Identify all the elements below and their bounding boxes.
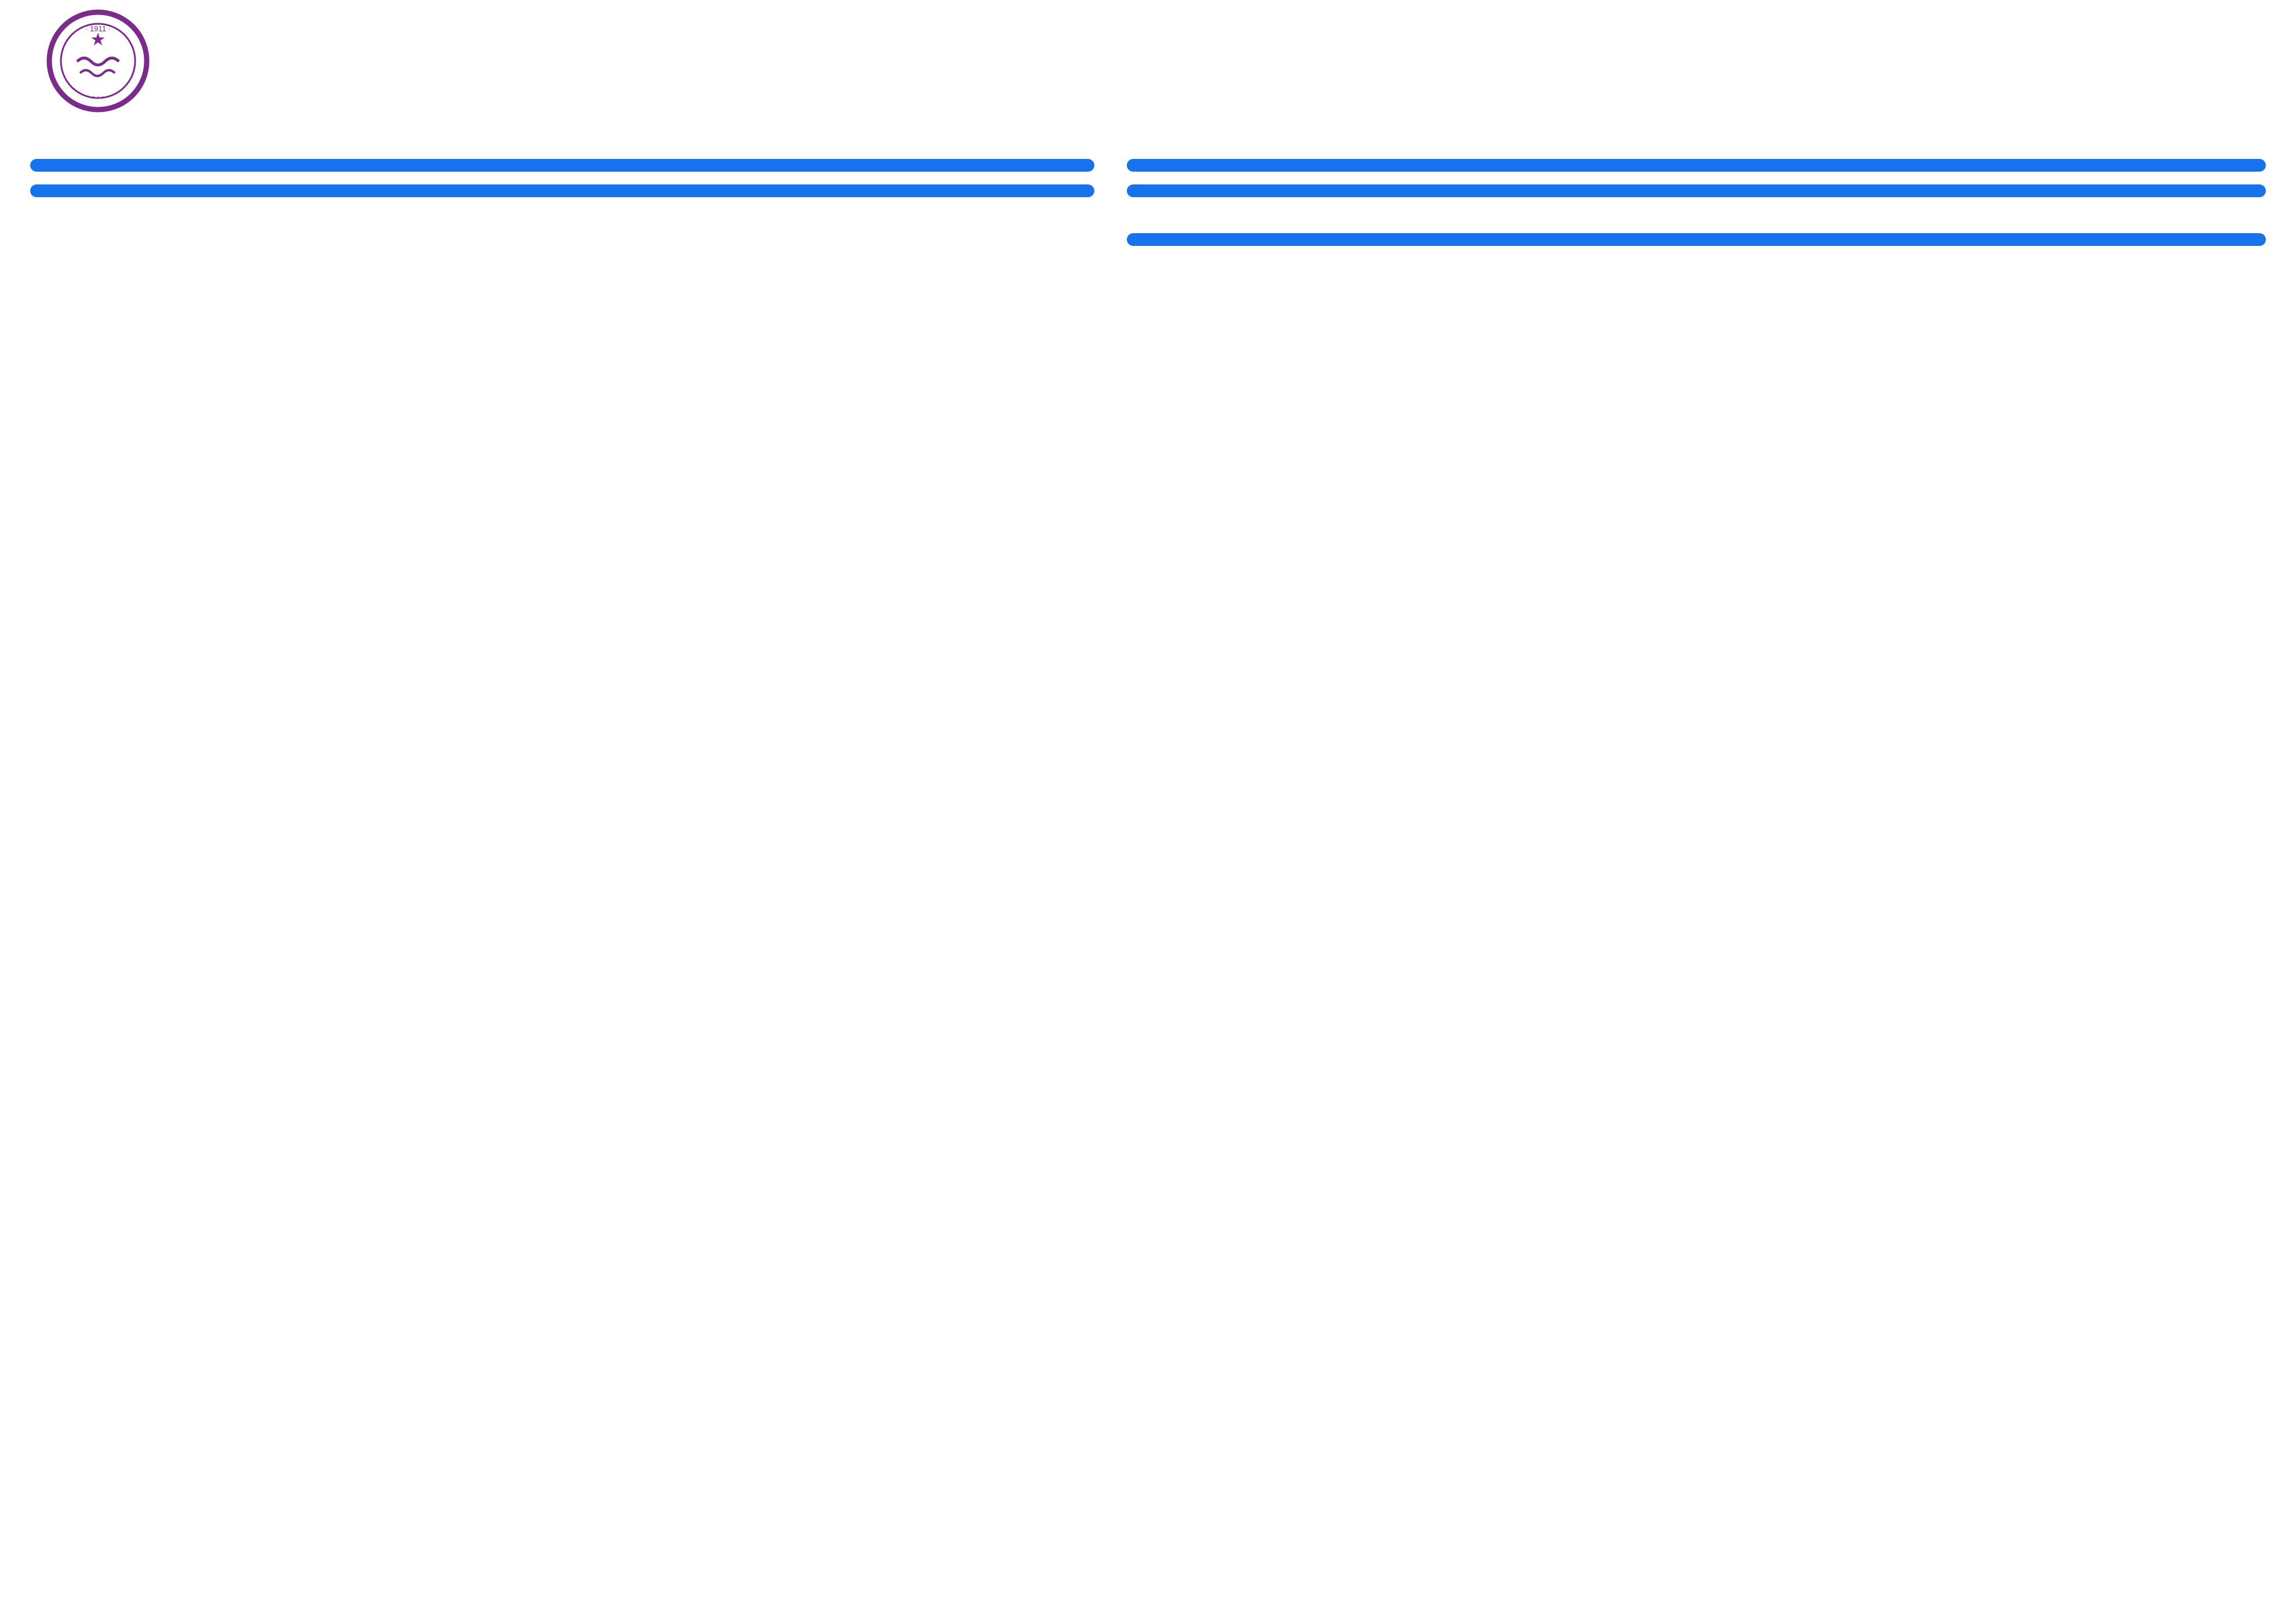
tsinghua-logo: ★ · 1911 · · · · — [46, 9, 150, 113]
neurips-logo — [2165, 17, 2259, 100]
section-theoretical-analysis — [1127, 159, 2266, 172]
right-column — [1127, 146, 2266, 274]
svg-text:· 1911 ·: · 1911 · — [85, 24, 111, 33]
section-experimental-results — [1127, 233, 2266, 246]
left-column — [30, 146, 1094, 274]
section-dmg — [30, 184, 1094, 197]
neurips-logo-dots — [2165, 17, 2247, 100]
results-left — [1127, 256, 1802, 274]
section-empirical-effects — [1127, 184, 2266, 197]
svg-text:· · ·: · · · — [92, 92, 104, 100]
svg-text:★: ★ — [90, 30, 106, 49]
results-right — [1822, 256, 2266, 274]
page-title — [0, 0, 2296, 15]
poster-header: ★ · 1911 · · · · — [0, 0, 2296, 146]
results-area — [1127, 256, 2266, 274]
section-introduction — [30, 159, 1094, 172]
columns — [0, 146, 2296, 274]
